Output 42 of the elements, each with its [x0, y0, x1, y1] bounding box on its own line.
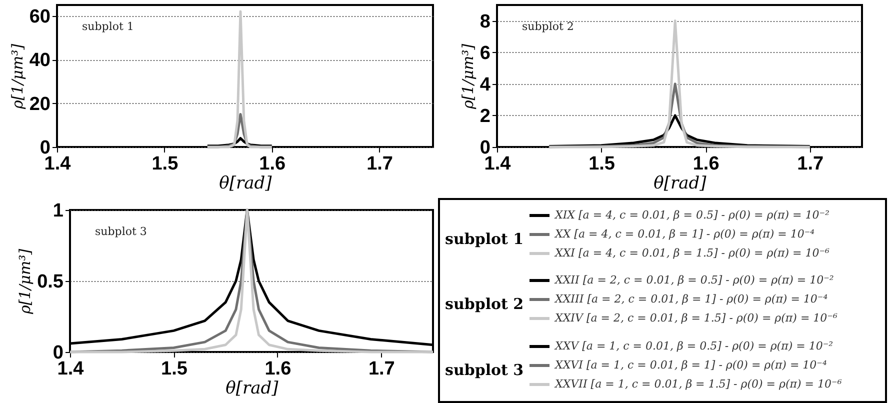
legend-label: XXI [a = 4, c = 0.01, β = 1.5] - ρ(0) = ρ(π) = 10⁻⁶ [554, 246, 830, 260]
legend-label: XXIII [a = 2, c = 0.01, β = 1] - ρ(0) = ρ(π) = 10⁻⁴ [554, 292, 828, 306]
legend-label: XXIV [a = 2, c = 0.01, β = 1.5] - ρ(0) = ρ(π) = 10⁻⁶ [554, 312, 838, 324]
legend-label: XXVI [a = 1, c = 0.01, β = 1] - ρ(0) = ρ(π) = 10⁻⁴ [554, 358, 827, 372]
x-tick-label: 1.5 [588, 154, 616, 174]
x-tick-label: 1.7 [797, 154, 824, 174]
y-tick-label: 8 [480, 11, 490, 32]
x-tick-label: 1.6 [259, 154, 286, 174]
annotation: subplot 2 [522, 20, 574, 33]
y-tick-label: 1 [52, 200, 64, 222]
y-axis-title: ρ[1/μm³] [16, 248, 34, 316]
annotation: subplot 3 [95, 225, 147, 238]
y-axis-title: ρ[1/μm³] [8, 44, 26, 110]
legend-label: XXII [a = 2, c = 0.01, β = 0.5] - ρ(0) = ρ(π) = 10⁻² [554, 274, 834, 286]
x-tick-label: 1.7 [368, 358, 395, 380]
x-axis-title: θ[rad] [654, 174, 707, 194]
legend-title: subplot 1 [445, 230, 524, 248]
legend-label: XXV [a = 1, c = 0.01, β = 0.5] - ρ(0) = ρ(π) = 10⁻² [554, 340, 834, 352]
x-tick-label: 1.6 [264, 358, 292, 380]
legend-title: subplot 2 [445, 295, 524, 313]
y-tick-label: 20 [29, 94, 50, 115]
y-axis-title: ρ[1/μm³] [458, 44, 477, 110]
legend-label: XXVII [a = 1, c = 0.01, β = 1.5] - ρ(0) = ρ(π) = 10⁻⁶ [554, 378, 842, 390]
x-tick-label: 1.5 [161, 358, 188, 380]
y-tick-label: 2 [480, 106, 490, 127]
legend-label: XX [a = 4, c = 0.01, β = 1] - ρ(0) = ρ(π) = 10⁻⁴ [554, 228, 815, 240]
x-axis-title: θ[rad] [219, 174, 272, 194]
x-tick-label: 1.4 [57, 358, 84, 380]
x-tick-label: 1.4 [44, 154, 72, 174]
y-tick-label: 40 [29, 50, 50, 72]
x-axis-title: θ[rad] [226, 378, 279, 398]
legend-label: XIX [a = 4, c = 0.01, β = 0.5] - ρ(0) = ρ(π) = 10⁻² [554, 208, 830, 222]
x-tick-label: 1.6 [692, 154, 720, 174]
y-tick-label: 0.5 [37, 272, 64, 292]
legend-title: subplot 3 [445, 361, 524, 379]
x-tick-label: 1.4 [484, 154, 512, 174]
y-tick-label: 6 [480, 42, 490, 64]
annotation: subplot 1 [82, 20, 134, 33]
x-tick-label: 1.5 [152, 154, 179, 174]
y-tick-label: 60 [29, 6, 50, 28]
y-tick-label: 4 [480, 74, 491, 96]
x-tick-label: 1.7 [366, 154, 393, 174]
